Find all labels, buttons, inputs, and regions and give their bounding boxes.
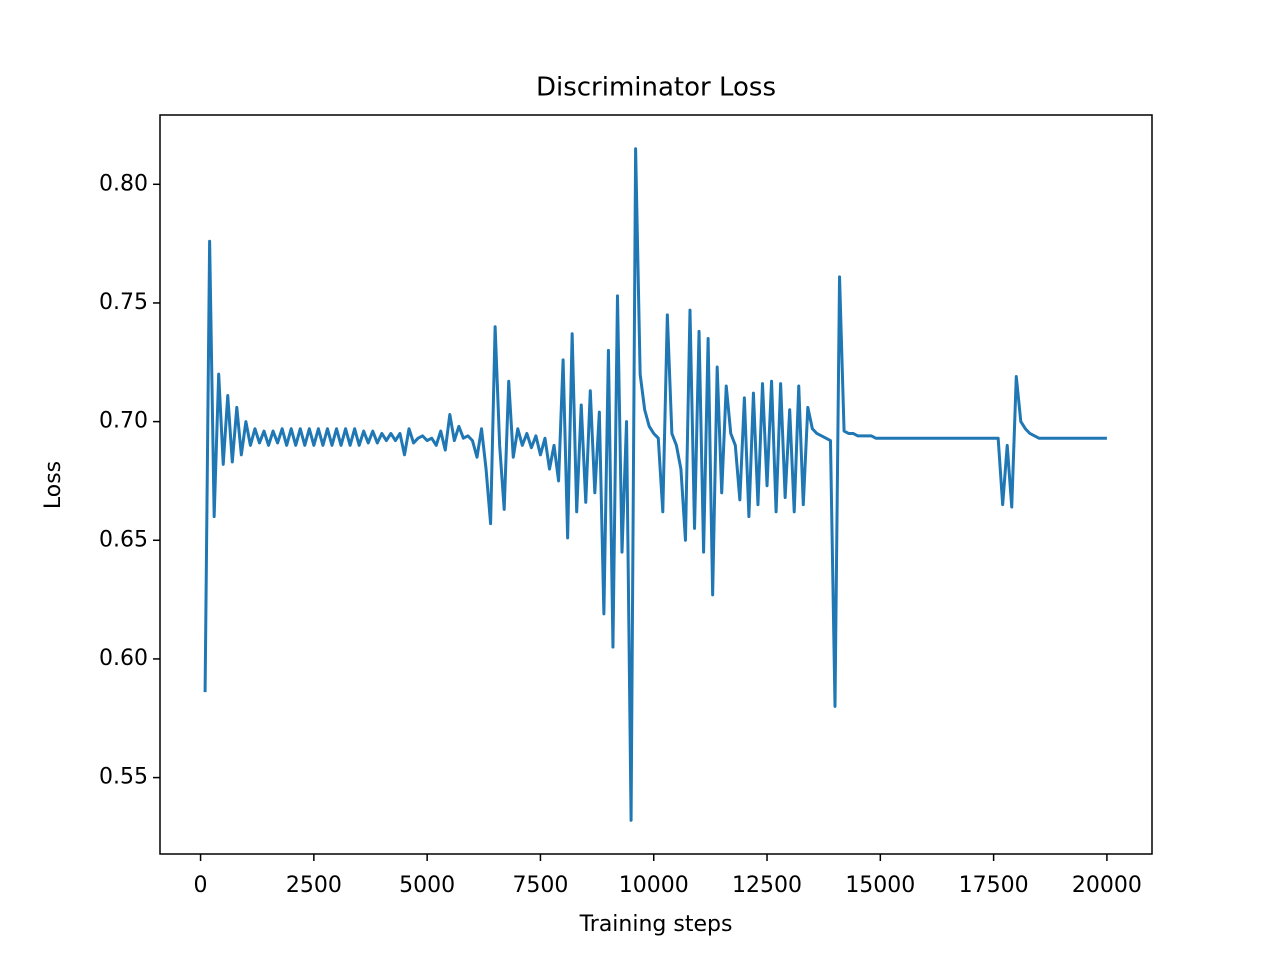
chart-title: Discriminator Loss [536, 73, 776, 103]
y-tick-label: 0.75 [99, 290, 148, 315]
y-tick-label: 0.65 [99, 527, 148, 552]
x-tick-label: 0 [194, 873, 208, 898]
y-axis-label: Loss [41, 461, 66, 509]
x-axis-label: Training steps [579, 912, 733, 937]
plot-frame [159, 114, 1153, 855]
x-tick-label: 2500 [286, 873, 342, 898]
y-tick-label: 0.70 [99, 409, 148, 434]
x-tick-label: 12500 [732, 873, 802, 898]
x-tick-label: 7500 [512, 873, 568, 898]
loss-line [203, 147, 1107, 822]
y-tick-label: 0.80 [99, 171, 148, 196]
y-tick-label: 0.55 [99, 765, 148, 790]
y-tick-label: 0.60 [99, 646, 148, 671]
x-tick-label: 17500 [959, 873, 1029, 898]
x-tick-label: 15000 [845, 873, 915, 898]
x-tick-label: 20000 [1072, 873, 1142, 898]
x-tick-label: 5000 [399, 873, 455, 898]
x-tick-label: 10000 [619, 873, 689, 898]
